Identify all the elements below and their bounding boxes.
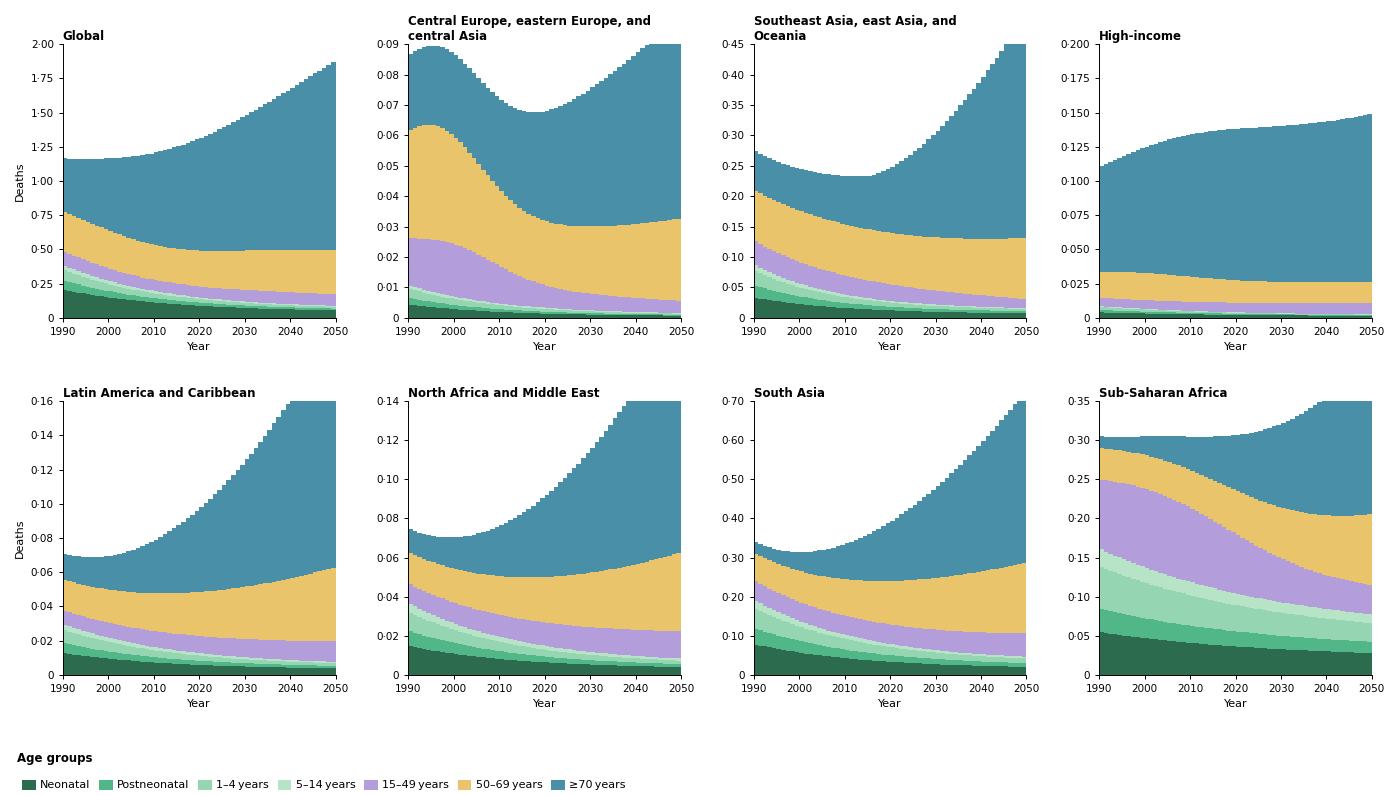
Text: Age groups: Age groups [17, 752, 92, 765]
Y-axis label: Deaths: Deaths [15, 518, 25, 558]
X-axis label: Year: Year [1224, 342, 1247, 353]
Text: South Asia: South Asia [753, 387, 825, 400]
Legend: Neonatal, Postneonatal, 1–4 years, 5–14 years, 15–49 years, 50–69 years, ≥70 yea: Neonatal, Postneonatal, 1–4 years, 5–14 … [22, 779, 626, 790]
Text: North Africa and Middle East: North Africa and Middle East [409, 387, 599, 400]
X-axis label: Year: Year [188, 342, 211, 353]
X-axis label: Year: Year [878, 342, 902, 353]
X-axis label: Year: Year [533, 700, 556, 709]
Text: Latin America and Caribbean: Latin America and Caribbean [63, 387, 255, 400]
Text: Southeast Asia, east Asia, and
Oceania: Southeast Asia, east Asia, and Oceania [753, 15, 956, 43]
Text: High-income: High-income [1099, 30, 1182, 43]
X-axis label: Year: Year [878, 700, 902, 709]
Text: Central Europe, eastern Europe, and
central Asia: Central Europe, eastern Europe, and cent… [409, 15, 651, 43]
Text: Global: Global [63, 30, 105, 43]
X-axis label: Year: Year [188, 700, 211, 709]
Text: Sub-Saharan Africa: Sub-Saharan Africa [1099, 387, 1228, 400]
Y-axis label: Deaths: Deaths [15, 162, 25, 201]
X-axis label: Year: Year [533, 342, 556, 353]
X-axis label: Year: Year [1224, 700, 1247, 709]
